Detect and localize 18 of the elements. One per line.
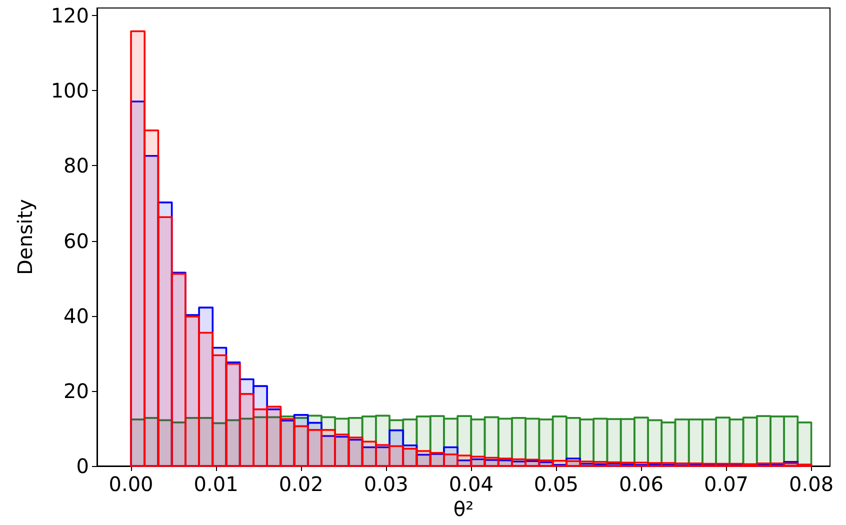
x-axis-title: θ² [453,496,474,521]
y-tick-label: 120 [50,4,89,28]
x-tick-label: 0.02 [278,472,324,496]
y-tick-label: 100 [50,78,89,103]
x-tick-label: 0.03 [364,472,408,496]
x-tick-label: 0.06 [618,472,664,496]
x-tick-label: 0.04 [448,472,494,496]
y-axis-title: Density [13,198,37,276]
x-tick-label: 0.08 [789,472,834,496]
x-tick-label: 0.00 [108,472,154,496]
y-tick-label: 40 [64,304,89,328]
x-tick-label: 0.01 [194,472,238,496]
x-tick-label: 0.05 [534,472,578,496]
y-tick-label: 80 [64,154,89,178]
y-tick-label: 0 [76,454,89,478]
y-tick-label: 20 [64,378,89,403]
y-tick-label: 60 [64,228,89,253]
x-tick-label: 0.07 [704,472,749,496]
